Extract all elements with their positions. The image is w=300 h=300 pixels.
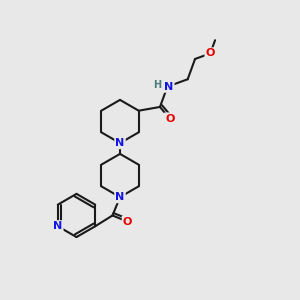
- Text: O: O: [165, 113, 174, 124]
- Text: H: H: [153, 80, 161, 90]
- Text: O: O: [123, 217, 132, 226]
- Text: N: N: [164, 82, 173, 92]
- Text: N: N: [116, 192, 124, 202]
- Text: N: N: [116, 138, 124, 148]
- Text: O: O: [206, 48, 215, 59]
- Text: N: N: [53, 221, 62, 231]
